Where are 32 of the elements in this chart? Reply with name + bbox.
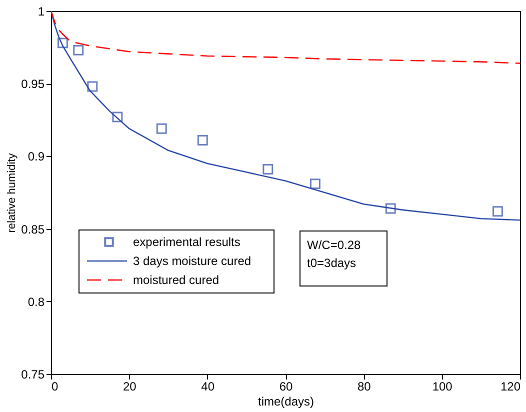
point	[310, 178, 320, 190]
point	[112, 112, 123, 122]
y-tick-label: 0.75	[21, 368, 45, 382]
point	[197, 135, 208, 146]
x-tick-label: 120	[500, 380, 521, 394]
y-tick-label: 0.85	[21, 222, 45, 236]
y-tick-label: 1	[38, 4, 45, 18]
point	[73, 44, 84, 56]
y-tick-label: 0.9	[28, 150, 45, 164]
legend-label: 3 days moisture cured	[133, 254, 252, 268]
x-tick-label: 40	[201, 380, 215, 394]
annotation: W/C=0.28	[307, 238, 362, 252]
point	[87, 81, 98, 92]
x-axis-title: time(days)	[258, 394, 314, 408]
x-tick-label: 0	[52, 380, 58, 394]
point	[492, 206, 503, 217]
x-tick-label: 100	[432, 380, 453, 394]
annotation: t0=3days	[307, 256, 356, 270]
y-axis-title: relative humidity	[6, 152, 18, 233]
y-tick-label: 0.95	[21, 77, 45, 92]
x-tick-label: 60	[279, 380, 293, 394]
x-tick-label: 80	[357, 380, 372, 394]
line-series	[51, 11, 520, 64]
y-tick-label: 0.8	[28, 294, 45, 309]
point	[262, 164, 274, 174]
legend-label: moistured cured	[133, 273, 220, 287]
line-series	[51, 11, 520, 221]
legend-label: experimental results	[133, 235, 240, 249]
point	[58, 38, 68, 48]
x-tick-label: 20	[122, 380, 137, 394]
point	[156, 123, 167, 134]
point	[385, 203, 396, 214]
